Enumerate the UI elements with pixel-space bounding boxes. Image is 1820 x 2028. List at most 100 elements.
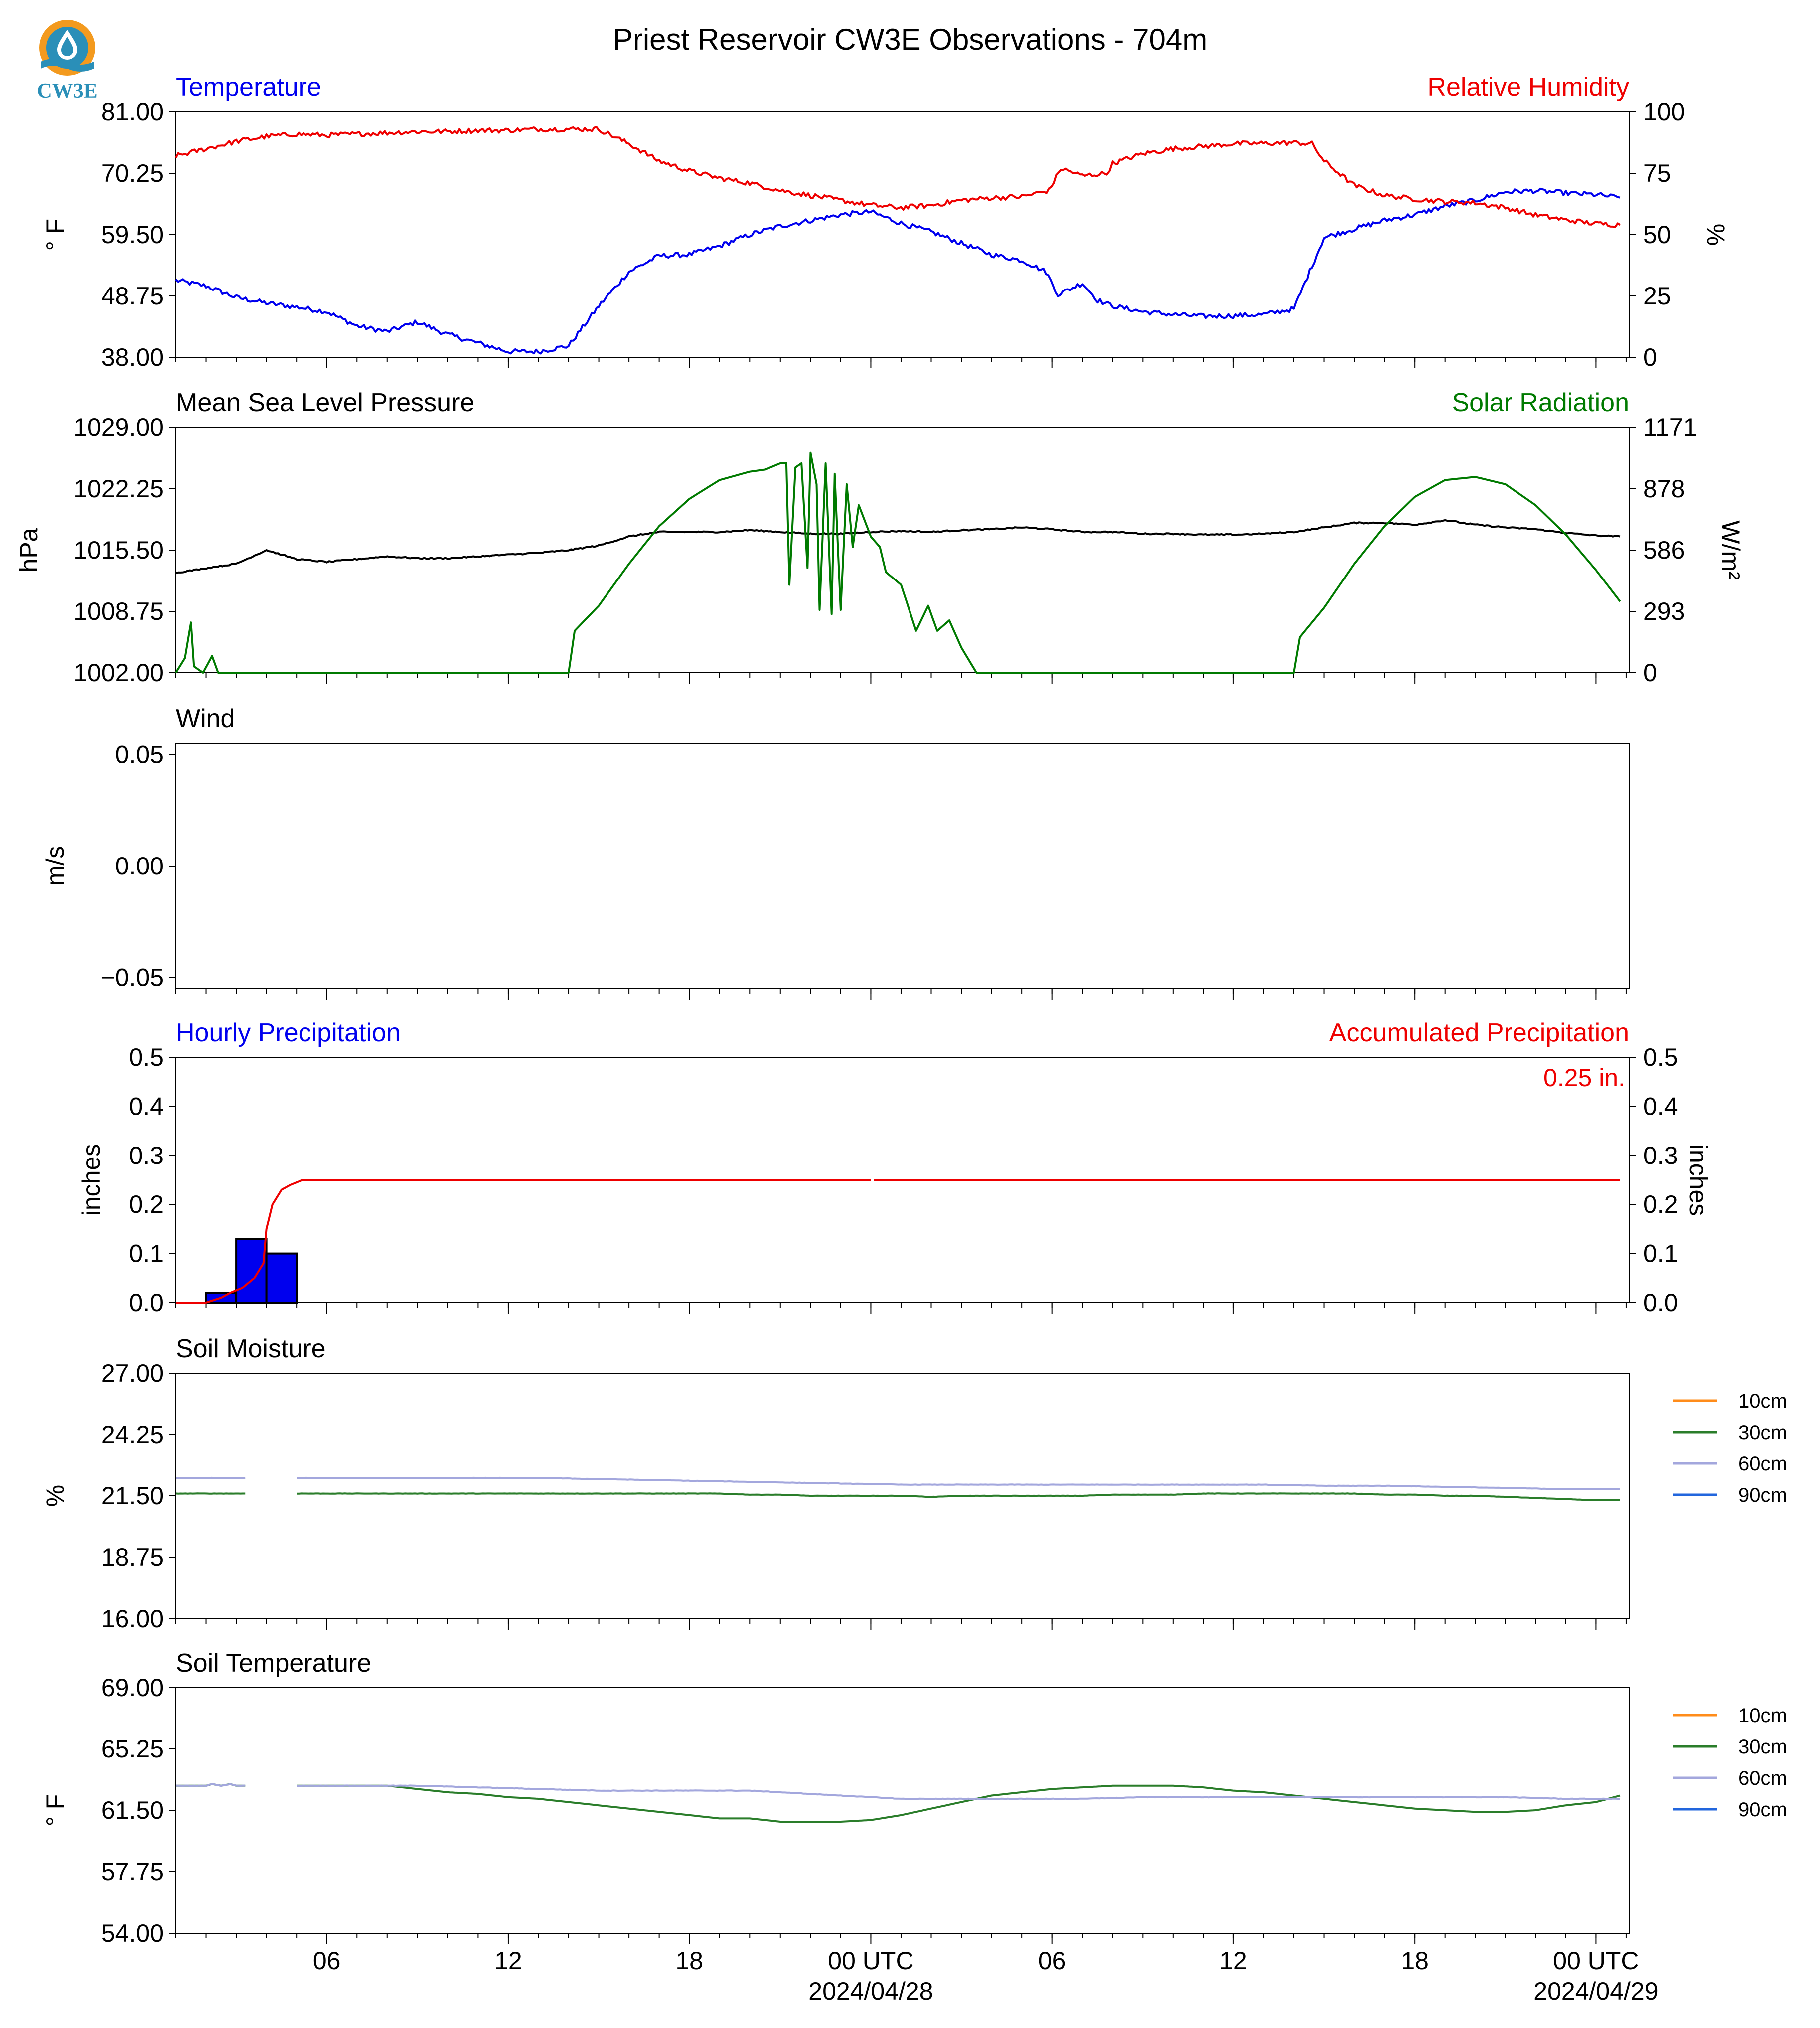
y-tick-label-left: 1029.00 bbox=[73, 413, 164, 441]
legend-label: 60cm bbox=[1738, 1767, 1787, 1789]
y-tick-label-right: 0.4 bbox=[1643, 1092, 1678, 1120]
y-tick-label-left: 1002.00 bbox=[73, 659, 164, 687]
y-tick-label-left: 61.50 bbox=[101, 1796, 164, 1824]
panel-mslp_solar: Mean Sea Level Pressure Solar Radiation 10… bbox=[15, 388, 1745, 687]
y-tick-label-left: 1008.75 bbox=[73, 597, 164, 625]
panel-title-left: Soil Temperature bbox=[176, 1649, 371, 1678]
series-line-soil60 bbox=[175, 1476, 1620, 1490]
panel-title-left: Hourly Precipitation bbox=[176, 1018, 401, 1047]
plot-frame bbox=[175, 111, 1630, 358]
y-axis-label-left: inches bbox=[77, 1144, 105, 1216]
y-tick-label-left: 0.1 bbox=[129, 1240, 164, 1268]
x-tick-label: 06 bbox=[1038, 1947, 1066, 1975]
y-tick-label-left: 0.00 bbox=[115, 852, 164, 880]
y-axis-label-left: ° F bbox=[41, 1794, 69, 1826]
y-tick-label-left: 18.75 bbox=[101, 1543, 164, 1571]
x-tick-label: 12 bbox=[1219, 1947, 1247, 1975]
panel-title-left: Mean Sea Level Pressure bbox=[176, 388, 474, 417]
accumulated-total-label: 0.25 in. bbox=[1543, 1064, 1625, 1092]
x-tick-label: 18 bbox=[675, 1947, 703, 1975]
series-line-black bbox=[175, 519, 1621, 575]
y-tick-label-right: 50 bbox=[1643, 221, 1671, 249]
y-tick-label-right: 0 bbox=[1643, 659, 1657, 687]
logo-text: CW3E bbox=[37, 80, 97, 103]
panel-title-left: Soil Moisture bbox=[176, 1334, 326, 1363]
cw3e-water-drop-logo-icon bbox=[39, 20, 95, 76]
series-line-red bbox=[175, 126, 1621, 228]
y-axis-label-left: % bbox=[41, 1485, 69, 1507]
x-tick-date-label: 2024/04/29 bbox=[1533, 1977, 1658, 2005]
x-tick-date-label: 2024/04/28 bbox=[808, 1977, 933, 2005]
y-axis-label-left: hPa bbox=[15, 528, 43, 572]
panel-soil_moisture: Soil Moisture 27.00 24.25 21.50 18.75 16.00% 1… bbox=[41, 1334, 1787, 1633]
panel-title-right: Accumulated Precipitation bbox=[1329, 1018, 1629, 1047]
y-axis-label-left: ° F bbox=[41, 219, 69, 251]
panel-wind: Wind 0.05 0.00 −0.05 m/s bbox=[41, 704, 1630, 1000]
panel-soil_temp: Soil Temperature 69.00 65.25 61.50 57.75 54.0… bbox=[41, 1649, 1787, 1947]
x-tick-label: 18 bbox=[1401, 1947, 1429, 1975]
precip-bar bbox=[235, 1238, 268, 1304]
y-tick-label-left: 54.00 bbox=[101, 1919, 164, 1947]
y-tick-label-left: 0.0 bbox=[129, 1289, 164, 1317]
y-tick-label-right: 0.2 bbox=[1643, 1190, 1678, 1218]
y-tick-label-left: 27.00 bbox=[101, 1359, 164, 1387]
series-line-soil30 bbox=[176, 1783, 1621, 1823]
y-tick-label-right: 0.3 bbox=[1643, 1142, 1678, 1169]
y-tick-label-left: 38.00 bbox=[101, 343, 164, 371]
y-axis-label-right: W/m² bbox=[1717, 520, 1745, 579]
legend-label: 30cm bbox=[1738, 1422, 1787, 1444]
y-tick-label-right: 878 bbox=[1643, 475, 1685, 503]
y-tick-label-left: −0.05 bbox=[100, 964, 164, 992]
y-tick-label-right: 293 bbox=[1643, 597, 1685, 625]
y-tick-label-left: 48.75 bbox=[101, 282, 164, 310]
y-tick-label-left: 21.50 bbox=[101, 1482, 164, 1510]
y-tick-label-left: 59.50 bbox=[101, 221, 164, 249]
y-tick-label-left: 69.00 bbox=[101, 1674, 164, 1702]
series-line-green bbox=[175, 451, 1621, 674]
precip-bar bbox=[265, 1252, 298, 1304]
series-line-soil60 bbox=[175, 1783, 1620, 1800]
y-tick-label-left: 0.05 bbox=[115, 740, 164, 768]
y-tick-label-right: 25 bbox=[1643, 282, 1671, 310]
y-axis-label-right: % bbox=[1702, 224, 1730, 246]
x-tick-label: 06 bbox=[313, 1947, 341, 1975]
y-tick-label-left: 0.4 bbox=[129, 1092, 164, 1120]
y-tick-label-left: 0.3 bbox=[129, 1142, 164, 1169]
y-tick-label-left: 1015.50 bbox=[73, 536, 164, 564]
y-tick-label-right: 0 bbox=[1643, 343, 1657, 371]
y-tick-label-right: 0.1 bbox=[1643, 1240, 1678, 1268]
x-tick-label: 00 UTC bbox=[1553, 1947, 1639, 1975]
legend-label: 90cm bbox=[1738, 1484, 1787, 1506]
panel-temp_rh: Temperature Relative Humidity 81.00 70.25 59… bbox=[41, 73, 1730, 371]
x-tick-label: 00 UTC bbox=[828, 1947, 913, 1975]
legend-label: 10cm bbox=[1738, 1705, 1787, 1727]
y-tick-label-left: 0.2 bbox=[129, 1190, 164, 1218]
series-line-red bbox=[176, 1179, 1620, 1304]
y-tick-label-right: 0.5 bbox=[1643, 1043, 1678, 1071]
y-tick-label-right: 0.0 bbox=[1643, 1289, 1678, 1317]
y-tick-label-left: 1022.25 bbox=[73, 475, 164, 503]
y-axis-label-right: inches bbox=[1684, 1144, 1712, 1216]
panel-title-left: Temperature bbox=[176, 73, 321, 102]
legend-label: 90cm bbox=[1738, 1799, 1787, 1821]
y-tick-label-left: 57.75 bbox=[101, 1858, 164, 1886]
panel-precip: Hourly Precipitation Accumulated Precipit… bbox=[77, 1018, 1712, 1317]
panel-title-left: Wind bbox=[176, 704, 235, 733]
legend-label: 60cm bbox=[1738, 1453, 1787, 1475]
plot-frame bbox=[175, 427, 1630, 673]
y-tick-label-left: 81.00 bbox=[101, 98, 164, 126]
y-tick-label-right: 1171 bbox=[1643, 413, 1697, 441]
panel-title-right: Solar Radiation bbox=[1452, 388, 1629, 417]
panel-title-right: Relative Humidity bbox=[1427, 73, 1629, 102]
y-tick-label-left: 65.25 bbox=[101, 1735, 164, 1763]
y-tick-label-right: 100 bbox=[1643, 98, 1685, 126]
figure-title: Priest Reservoir CW3E Observations - 704… bbox=[613, 23, 1207, 56]
y-tick-label-right: 586 bbox=[1643, 536, 1685, 564]
y-tick-label-left: 0.5 bbox=[129, 1043, 164, 1071]
legend-label: 30cm bbox=[1738, 1736, 1787, 1758]
legend-label: 10cm bbox=[1738, 1390, 1787, 1412]
plot-frame bbox=[175, 1057, 1630, 1303]
cw3e-logo: CW3E bbox=[37, 20, 98, 103]
y-tick-label-left: 70.25 bbox=[101, 159, 164, 187]
